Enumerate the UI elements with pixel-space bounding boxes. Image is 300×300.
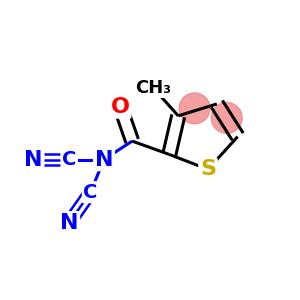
Text: N: N xyxy=(24,149,43,170)
Circle shape xyxy=(211,102,242,134)
Text: S: S xyxy=(200,159,216,179)
Circle shape xyxy=(179,93,210,124)
Text: C: C xyxy=(62,150,76,169)
Text: CH₃: CH₃ xyxy=(135,79,171,97)
Text: N: N xyxy=(95,149,113,170)
Text: N: N xyxy=(60,213,78,233)
Text: O: O xyxy=(111,97,130,117)
Text: C: C xyxy=(83,183,98,202)
